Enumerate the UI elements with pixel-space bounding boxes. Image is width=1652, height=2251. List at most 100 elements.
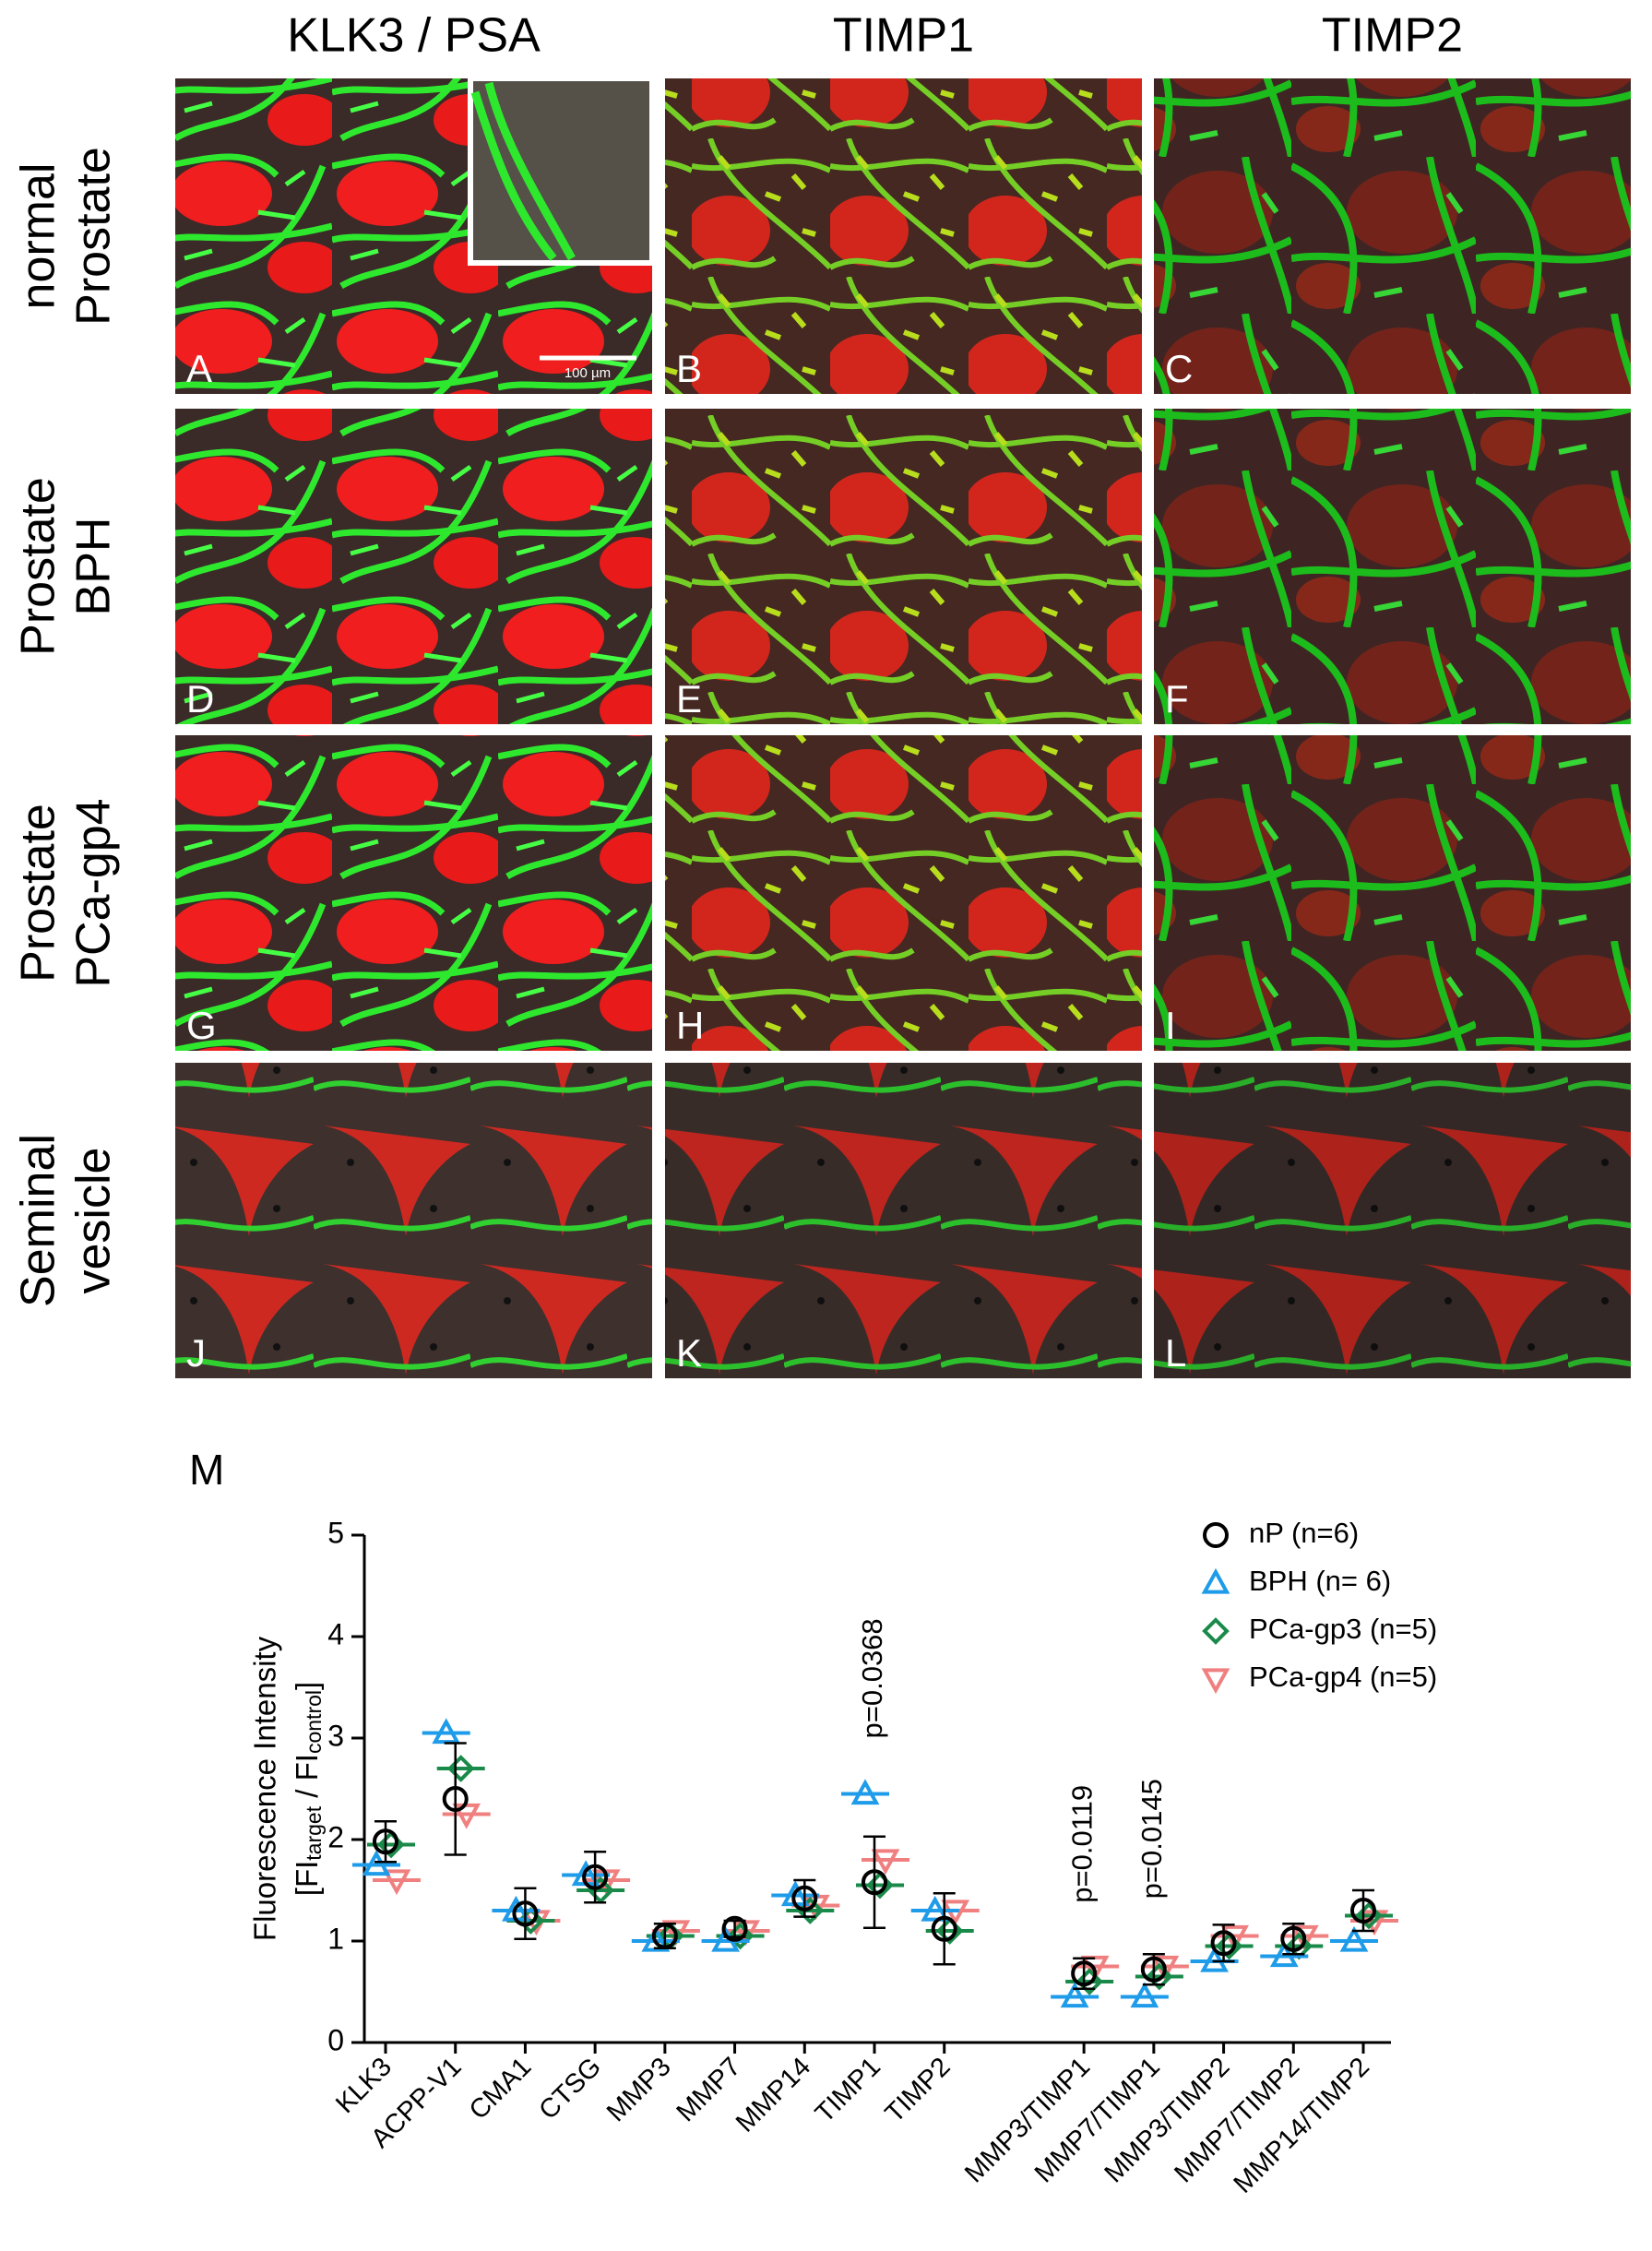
micrograph-shade [1154,735,1631,1051]
mean-marker [862,1869,887,1896]
x-tick-label: CMA1 [464,2052,538,2126]
mean-marker [1350,1898,1376,1923]
mean-marker [373,1828,398,1855]
micrograph-panel: B [665,78,1142,394]
y-tick-label: 5 [327,1516,344,1549]
micrograph-panel: G [175,735,652,1051]
micrograph-panel: K [665,1063,1142,1378]
row-label: BPH [67,518,121,616]
legend-label: nP (n=6) [1249,1517,1359,1549]
micrograph-shade [1154,409,1631,724]
micrograph-panel: H [665,735,1142,1051]
micrograph-image [665,1063,1142,1378]
panel-letter: A [186,347,212,390]
x-tick-label: MMP3 [601,2052,677,2127]
y-tick-label: 2 [327,1820,344,1853]
column-header: TIMP2 [1322,9,1463,63]
panel-letter: H [676,1004,704,1047]
p-value-annotation: p=0.0145 [1135,1779,1168,1899]
micrograph-image [175,1063,652,1378]
y-tick-label: 4 [327,1617,344,1650]
panel-label: M [189,1446,224,1494]
legend-label: BPH (n= 6) [1249,1565,1391,1597]
mean-marker [731,1920,760,1947]
mean-marker [1140,1956,1167,1983]
mean-marker [1201,1668,1230,1695]
mean-marker [442,1786,469,1812]
p-value-annotation: p=0.0368 [856,1618,888,1738]
mean-marker [661,1920,691,1947]
y-axis-label-part: target [302,1805,326,1860]
legend-label: PCa-gp3 (n=5) [1249,1613,1437,1645]
mean-marker [1203,1522,1229,1548]
mean-marker [1201,1567,1230,1594]
mean-marker [721,1915,748,1942]
mean-marker [446,1755,475,1782]
micrograph-panel: L [1154,1063,1631,1378]
mean-marker [850,1779,880,1805]
micrograph-panel: E [665,409,1142,724]
y-axis-label: [FItarget / FIcontrol] [290,1682,326,1896]
mean-marker [1355,1901,1383,1930]
y-tick-label: 0 [327,2023,344,2056]
row-label: normal [12,163,65,310]
y-axis-label: Fluorescence Intensity [248,1636,282,1941]
row-label: PCa-gp4 [67,798,121,987]
panel-letter: B [676,347,702,390]
panel-letter: E [676,677,702,721]
mean-marker [1130,1982,1159,2008]
x-tick-label: TIMP1 [810,2052,886,2128]
panel-letter: D [186,677,214,721]
panel-letter: C [1165,347,1193,390]
mean-marker [1215,1932,1243,1960]
mean-marker [1060,1982,1089,2008]
series [373,1742,1376,1990]
x-tick-label: CTSG [533,2052,607,2126]
row-label: Prostate [67,147,121,326]
micrograph-shade [1154,78,1631,394]
mean-marker [362,1850,391,1876]
p-value-annotation: p=0.0119 [1065,1785,1098,1903]
y-tick-label: 1 [327,1922,344,1955]
mean-marker [871,1849,900,1876]
mean-marker [935,1917,964,1945]
mean-marker [1146,1962,1173,1991]
panel-letter: I [1165,1004,1176,1047]
column-header: KLK3 / PSA [287,9,541,63]
micrograph-image [175,735,652,1051]
y-axis-label-part: / FI [290,1754,324,1806]
column-header: TIMP1 [833,9,974,63]
micrograph-image [1154,409,1631,724]
mean-marker [1280,1925,1307,1952]
micrograph-image [175,409,652,724]
mean-marker [726,1922,755,1950]
mean-marker [582,1864,609,1890]
x-tick-label: TIMP2 [880,2052,957,2128]
micrograph-shade [1154,1063,1631,1378]
mean-marker [517,1907,545,1935]
legend-label: PCa-gp4 (n=5) [1249,1661,1437,1693]
mean-marker [866,1871,894,1900]
mean-marker [651,1923,678,1949]
micrograph-panel: J [175,1063,652,1378]
mean-marker [382,1869,411,1896]
row-label: Prostate [12,804,65,983]
mean-marker [377,1830,405,1859]
mean-marker [796,1897,825,1924]
micrograph-image [1154,1063,1631,1378]
mean-marker [1076,1968,1103,1995]
mean-marker [432,1718,461,1745]
panel-letter: F [1165,677,1189,721]
x-tick-label: KLK3 [330,2052,398,2119]
micrograph-image [1154,78,1631,394]
series [352,1718,1378,2008]
panel-letter: G [186,1004,217,1047]
mean-marker [512,1900,539,1927]
micrograph-panel: F [1154,409,1631,724]
mean-marker [1202,1617,1230,1645]
mean-marker [921,1895,950,1922]
micrograph-shade [665,409,1142,724]
